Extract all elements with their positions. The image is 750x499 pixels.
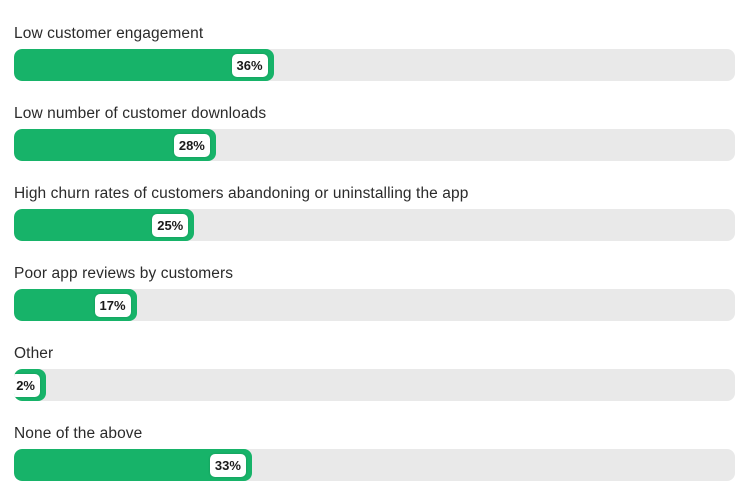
bar-label: None of the above xyxy=(14,425,143,442)
survey-bar-chart: Low customer engagement 36% Low number o… xyxy=(14,24,735,481)
bar-fill: 28% xyxy=(14,129,216,161)
value-badge: 17% xyxy=(94,293,131,317)
bar-row: Other 2% xyxy=(14,344,735,401)
value-badge: 36% xyxy=(231,53,268,77)
bar-track: 25% xyxy=(14,209,735,241)
bar-label: Low customer engagement xyxy=(14,25,204,42)
bar-fill: 25% xyxy=(14,209,195,241)
bar-label: Other xyxy=(14,345,54,362)
value-badge: 33% xyxy=(209,453,246,477)
bar-label: High churn rates of customers abandoning… xyxy=(14,185,469,202)
bar-track: 2% xyxy=(14,369,735,401)
bar-fill: 33% xyxy=(14,449,252,481)
bar-track: 28% xyxy=(14,129,735,161)
value-badge: 25% xyxy=(152,213,189,237)
bar-row: Poor app reviews by customers 17% xyxy=(14,264,735,321)
bar-fill: 17% xyxy=(14,289,137,321)
bar-track: 17% xyxy=(14,289,735,321)
value-badge: 2% xyxy=(14,373,40,397)
value-badge: 28% xyxy=(173,133,210,157)
bar-label: Low number of customer downloads xyxy=(14,105,267,122)
bar-row: None of the above 33% xyxy=(14,424,735,481)
bar-track: 36% xyxy=(14,49,735,81)
bar-row: High churn rates of customers abandoning… xyxy=(14,184,735,241)
bar-fill: 2% xyxy=(14,369,46,401)
bar-track: 33% xyxy=(14,449,735,481)
bar-fill: 36% xyxy=(14,49,274,81)
bar-label: Poor app reviews by customers xyxy=(14,265,234,282)
bar-row: Low number of customer downloads 28% xyxy=(14,104,735,161)
bar-row: Low customer engagement 36% xyxy=(14,24,735,81)
